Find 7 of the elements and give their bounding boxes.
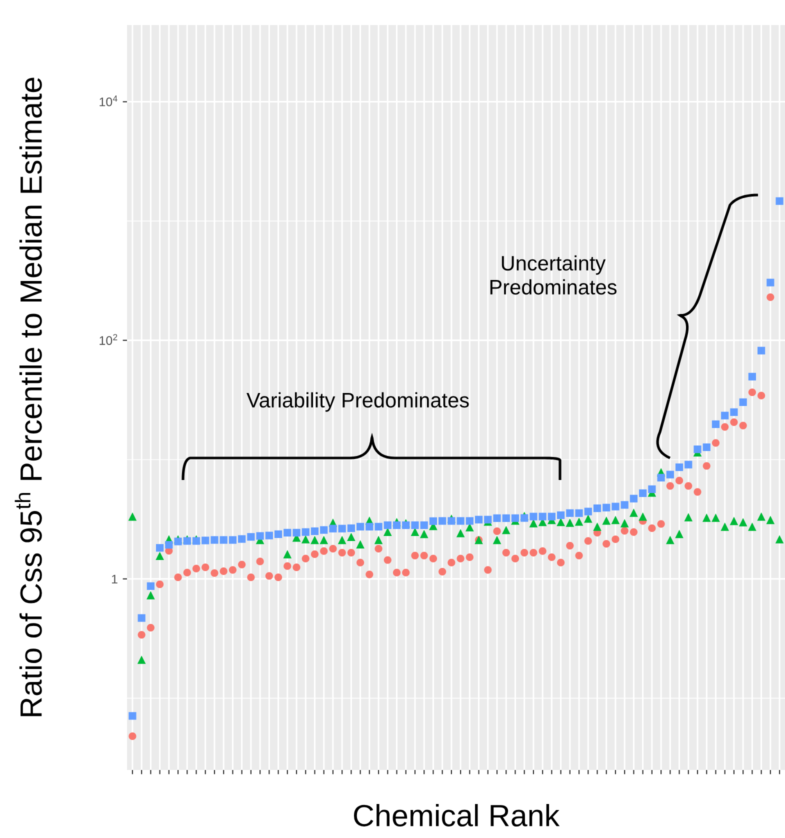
y-tick-label: 10$^{2}$ (100, 334, 118, 345)
annotation: Uncertainty Predominates (490, 255, 617, 295)
x-axis-title: Chemical Rank (354, 804, 560, 826)
annotation: Variability Predominates (246, 392, 469, 412)
y-tick-label: 1 (112, 574, 118, 584)
y-axis-title: Ratio of Css 95$^{th}$ Percentile to Median Estimate (14, 78, 42, 716)
y-tick-label: 10$^{4}$ (100, 96, 118, 106)
